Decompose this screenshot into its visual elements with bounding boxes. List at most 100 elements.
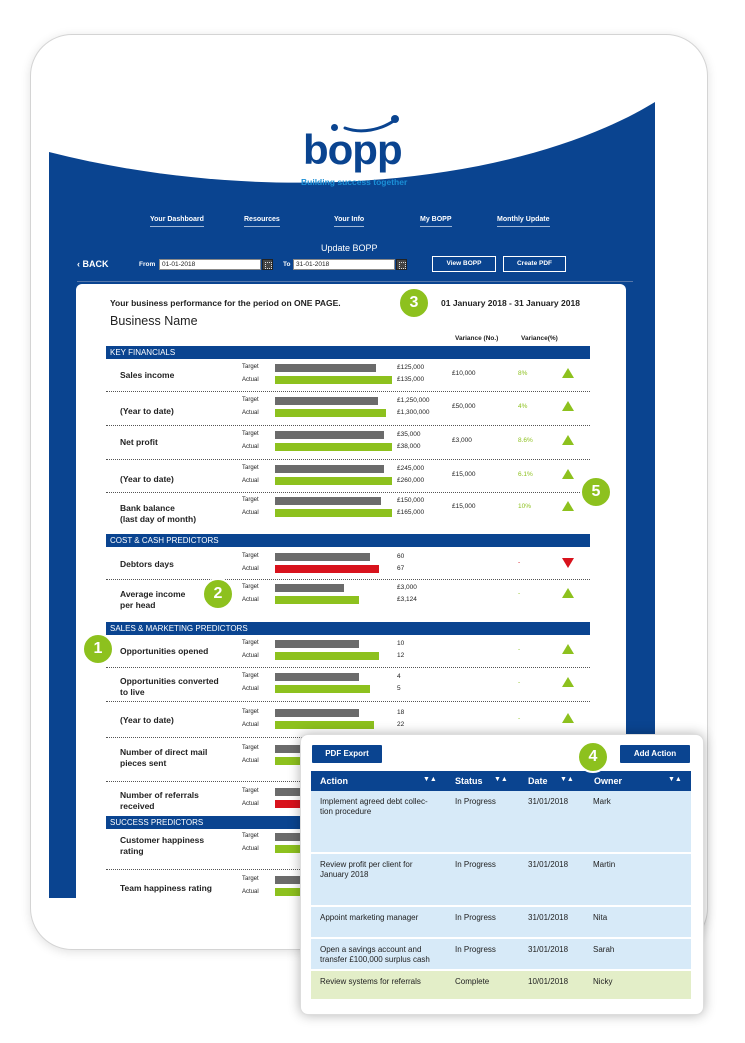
target-label: Target bbox=[242, 553, 259, 559]
actual-label: Actual bbox=[242, 597, 259, 603]
col-date[interactable]: Date bbox=[528, 776, 548, 786]
actual-bar bbox=[275, 721, 374, 729]
actual-label: Actual bbox=[242, 846, 259, 852]
trend-down-icon bbox=[562, 558, 574, 568]
target-bar bbox=[275, 465, 384, 473]
pdf-export-button[interactable]: PDF Export bbox=[312, 745, 382, 763]
metric-row: Sales income Target Actual £125,000 £135… bbox=[106, 360, 590, 392]
target-value: £3,000 bbox=[397, 584, 417, 591]
step-badge-1: 1 bbox=[82, 633, 114, 665]
action-status: In Progress bbox=[455, 797, 496, 806]
nav-your-info[interactable]: Your Info bbox=[334, 216, 365, 227]
action-row[interactable]: Review profit per client for January 201… bbox=[311, 854, 691, 907]
actual-bar bbox=[275, 652, 379, 660]
target-bar bbox=[275, 553, 370, 561]
action-row[interactable]: Implement agreed debt collec- tion proce… bbox=[311, 791, 691, 854]
target-bar bbox=[275, 673, 359, 681]
action-text: Open a savings account and transfer £100… bbox=[320, 945, 430, 964]
back-button[interactable]: ‹ BACK bbox=[77, 259, 109, 269]
calendar-icon[interactable] bbox=[396, 259, 407, 270]
step-badge-2: 2 bbox=[202, 578, 234, 610]
calendar-icon[interactable] bbox=[262, 259, 273, 270]
metric-label: Team happiness rating bbox=[120, 883, 212, 893]
variance-pct: - bbox=[518, 679, 521, 686]
target-bar bbox=[275, 497, 381, 505]
action-date: 31/01/2018 bbox=[528, 797, 569, 806]
add-action-button[interactable]: Add Action bbox=[620, 745, 690, 763]
action-row[interactable]: Review systems for referrals Complete 10… bbox=[311, 971, 691, 1001]
sort-icon[interactable]: ▼▲ bbox=[560, 776, 574, 783]
metric-label: (Year to date) bbox=[120, 715, 174, 725]
action-row[interactable]: Open a savings account and transfer £100… bbox=[311, 939, 691, 971]
action-text: Review profit per client for January 201… bbox=[320, 860, 413, 879]
target-value: 18 bbox=[397, 709, 405, 716]
from-date-input[interactable]: 01-01-2018 bbox=[159, 259, 261, 270]
actions-table-header: Action ▼▲ Status ▼▲ Date ▼▲ Owner ▼▲ bbox=[311, 771, 691, 791]
metric-row: (Year to date) Target Actual £245,000 £2… bbox=[106, 461, 590, 493]
metric-label: Average income per head bbox=[120, 589, 186, 610]
actual-value: £38,000 bbox=[397, 443, 421, 450]
action-row[interactable]: Appoint marketing manager In Progress 31… bbox=[311, 907, 691, 939]
target-value: 4 bbox=[397, 673, 401, 680]
target-label: Target bbox=[242, 709, 259, 715]
metric-label: Bank balance (last day of month) bbox=[120, 503, 197, 524]
action-date: 10/01/2018 bbox=[528, 977, 569, 986]
action-date: 31/01/2018 bbox=[528, 860, 569, 869]
target-value: £35,000 bbox=[397, 431, 421, 438]
action-owner: Martin bbox=[593, 860, 616, 869]
sort-icon[interactable]: ▼▲ bbox=[494, 776, 508, 783]
to-label: To bbox=[283, 261, 291, 268]
sort-icon[interactable]: ▼▲ bbox=[668, 776, 682, 783]
view-bopp-button[interactable]: View BOPP bbox=[432, 256, 496, 272]
variance-pct: - bbox=[518, 646, 521, 653]
to-date-input[interactable]: 31-01-2018 bbox=[293, 259, 395, 270]
create-pdf-button[interactable]: Create PDF bbox=[503, 256, 566, 272]
actual-bar bbox=[275, 685, 370, 693]
action-owner: Sarah bbox=[593, 945, 615, 954]
trend-up-icon bbox=[562, 368, 574, 378]
actual-label: Actual bbox=[242, 444, 259, 450]
col-status[interactable]: Status bbox=[455, 776, 483, 786]
chevron-left-icon: ‹ bbox=[77, 259, 80, 269]
target-bar bbox=[275, 584, 344, 592]
variance-pct: - bbox=[518, 590, 521, 597]
sort-icon[interactable]: ▼▲ bbox=[423, 776, 437, 783]
trend-up-icon bbox=[562, 588, 574, 598]
metric-label: Customer happiness rating bbox=[120, 835, 205, 856]
metric-label: (Year to date) bbox=[120, 474, 174, 484]
actual-label: Actual bbox=[242, 758, 259, 764]
col-owner[interactable]: Owner bbox=[594, 776, 623, 786]
action-status: In Progress bbox=[455, 945, 496, 954]
target-value: £245,000 bbox=[397, 465, 425, 472]
actual-bar bbox=[275, 477, 392, 485]
logo-dot-icon bbox=[331, 124, 338, 131]
actual-value: 67 bbox=[397, 565, 405, 572]
nav-monthly-update[interactable]: Monthly Update bbox=[497, 216, 550, 227]
target-bar bbox=[275, 709, 359, 717]
col-action[interactable]: Action bbox=[320, 776, 348, 786]
step-badge-5: 5 bbox=[580, 476, 612, 508]
trend-up-icon bbox=[562, 501, 574, 511]
divider bbox=[77, 281, 633, 282]
business-name: Business Name bbox=[110, 314, 198, 328]
nav-your-dashboard[interactable]: Your Dashboard bbox=[150, 216, 204, 227]
metric-row: Opportunities converted to live Target A… bbox=[106, 669, 590, 702]
nav-resources[interactable]: Resources bbox=[244, 216, 280, 227]
target-label: Target bbox=[242, 673, 259, 679]
nav-my-bopp[interactable]: My BOPP bbox=[420, 216, 452, 227]
target-label: Target bbox=[242, 788, 259, 794]
metric-row: Average income per head Target Actual £3… bbox=[106, 580, 590, 613]
variance-no: £10,000 bbox=[452, 370, 476, 377]
action-status: In Progress bbox=[455, 860, 496, 869]
action-status: In Progress bbox=[455, 913, 496, 922]
actual-bar bbox=[275, 596, 359, 604]
logo-swoosh-icon bbox=[343, 115, 399, 133]
metric-row: Debtors days Target Actual 60 67 - bbox=[106, 549, 590, 580]
bopp-logo[interactable]: bopp bbox=[303, 126, 403, 173]
action-status: Complete bbox=[455, 977, 490, 986]
actual-value: 12 bbox=[397, 652, 405, 659]
actual-label: Actual bbox=[242, 801, 259, 807]
target-label: Target bbox=[242, 584, 259, 590]
variance-pct: - bbox=[518, 559, 521, 566]
target-label: Target bbox=[242, 431, 259, 437]
